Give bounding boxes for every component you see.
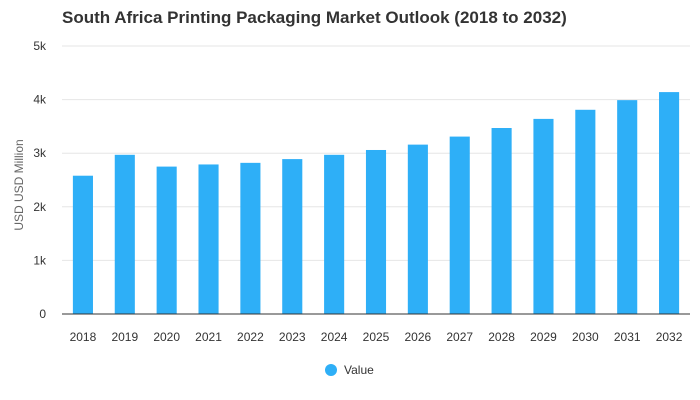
bar-2021[interactable] [198,164,219,314]
bar-2026[interactable] [407,144,428,314]
y-tick-label: 2k [33,200,47,214]
x-tick-label: 2032 [656,330,683,344]
x-tick-label: 2031 [614,330,641,344]
bar-2027[interactable] [449,136,470,314]
bar-2029[interactable] [533,118,554,315]
bar-2020[interactable] [156,166,177,314]
axes: 0 1k 2k 3k 4k 5k 2018 2019 2020 2021 2022 2023 2024 2… [12,39,690,344]
bar-2032[interactable] [659,92,680,314]
x-tick-label: 2025 [363,330,390,344]
bar-2024[interactable] [324,154,345,314]
bars [72,92,680,315]
y-tick-label: 5k [33,39,47,53]
x-tick-label: 2019 [111,330,138,344]
bar-2023[interactable] [282,159,303,314]
y-tick-label: 0 [39,307,46,321]
x-tick-label: 2021 [195,330,222,344]
x-tick-label: 2029 [530,330,557,344]
bar-2030[interactable] [575,109,596,314]
bar-2031[interactable] [617,100,638,314]
bar-2022[interactable] [240,162,261,314]
y-axis-title: USD USD Million [12,139,26,230]
legend-label[interactable]: Value [344,363,374,377]
bar-2028[interactable] [491,128,512,314]
x-tick-label: 2024 [321,330,348,344]
x-tick-label: 2023 [279,330,306,344]
legend[interactable]: Value [325,363,374,377]
bar-2019[interactable] [114,154,135,314]
x-tick-label: 2030 [572,330,599,344]
y-tick-label: 3k [33,146,47,160]
x-tick-label: 2026 [405,330,432,344]
y-tick-label: 1k [33,253,47,267]
legend-marker[interactable] [325,364,337,376]
chart-title: South Africa Printing Packaging Market O… [62,8,567,27]
x-tick-label: 2027 [446,330,473,344]
x-tick-label: 2018 [70,330,97,344]
bar-2025[interactable] [365,149,387,314]
x-tick-label: 2022 [237,330,264,344]
bar-2018[interactable] [72,175,93,314]
x-tick-label: 2028 [488,330,515,344]
x-tick-label: 2020 [153,330,180,344]
y-tick-label: 4k [33,93,47,107]
